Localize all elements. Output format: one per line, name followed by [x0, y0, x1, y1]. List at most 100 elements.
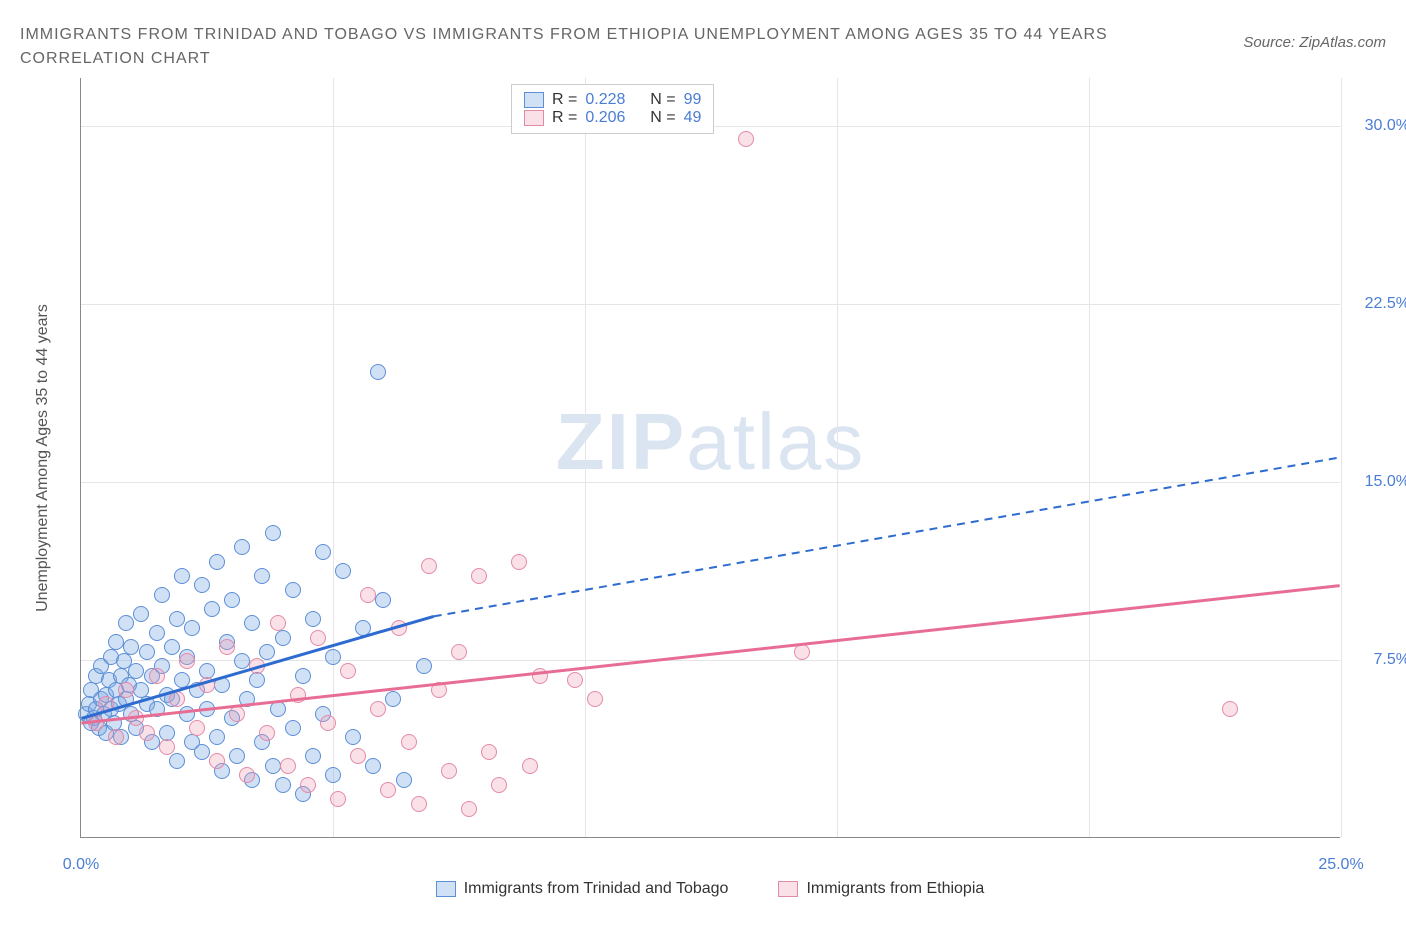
r-value-1: 0.228 — [585, 91, 625, 109]
data-point-series1 — [365, 758, 381, 774]
data-point-series1 — [345, 729, 361, 745]
gridline-v — [837, 78, 838, 837]
data-point-series2 — [290, 687, 306, 703]
gridline-v — [1341, 78, 1342, 837]
source-prefix: Source: — [1243, 34, 1299, 51]
series-2-name: Immigrants from Ethiopia — [806, 880, 984, 898]
correlation-scatter-chart: Unemployment Among Ages 35 to 44 years Z… — [20, 78, 1386, 898]
y-axis-title: Unemployment Among Ages 35 to 44 years — [34, 304, 52, 612]
data-point-series2 — [219, 639, 235, 655]
legend-item-1: Immigrants from Trinidad and Tobago — [436, 880, 729, 898]
data-point-series2 — [1222, 701, 1238, 717]
data-point-series2 — [249, 658, 265, 674]
data-point-series1 — [254, 568, 270, 584]
watermark: ZIPatlas — [556, 396, 865, 488]
data-point-series2 — [259, 725, 275, 741]
data-point-series1 — [285, 720, 301, 736]
data-point-series2 — [360, 587, 376, 603]
r-label: R = — [552, 109, 577, 127]
data-point-series2 — [471, 568, 487, 584]
legend-bottom: Immigrants from Trinidad and Tobago Immi… — [80, 880, 1340, 898]
data-point-series2 — [587, 691, 603, 707]
data-point-series2 — [391, 620, 407, 636]
data-point-series1 — [224, 592, 240, 608]
data-point-series2 — [118, 682, 134, 698]
data-point-series2 — [794, 644, 810, 660]
data-point-series1 — [416, 658, 432, 674]
data-point-series1 — [199, 701, 215, 717]
data-point-series2 — [128, 710, 144, 726]
data-point-series1 — [335, 563, 351, 579]
legend-row-series1: R = 0.228 N = 99 — [524, 91, 701, 109]
data-point-series2 — [330, 791, 346, 807]
x-tick-label: 25.0% — [1318, 856, 1363, 874]
legend-item-2: Immigrants from Ethiopia — [778, 880, 984, 898]
data-point-series1 — [194, 577, 210, 593]
data-point-series2 — [310, 630, 326, 646]
y-tick-label: 7.5% — [1374, 651, 1406, 669]
data-point-series1 — [315, 544, 331, 560]
data-point-series2 — [280, 758, 296, 774]
data-point-series1 — [164, 639, 180, 655]
data-point-series2 — [491, 777, 507, 793]
data-point-series1 — [249, 672, 265, 688]
data-point-series1 — [270, 701, 286, 717]
plot-area: ZIPatlas R = 0.228 N = 99 R = 0.206 N = … — [80, 78, 1340, 838]
data-point-series1 — [259, 644, 275, 660]
data-point-series1 — [174, 672, 190, 688]
chart-title-block: IMMIGRANTS FROM TRINIDAD AND TOBAGO VS I… — [20, 26, 1386, 68]
y-tick-label: 15.0% — [1365, 473, 1406, 491]
data-point-series2 — [380, 782, 396, 798]
data-point-series1 — [149, 701, 165, 717]
data-point-series1 — [275, 630, 291, 646]
data-point-series1 — [174, 568, 190, 584]
x-tick-label: 0.0% — [63, 856, 99, 874]
data-point-series1 — [265, 525, 281, 541]
data-point-series1 — [295, 668, 311, 684]
watermark-light: atlas — [686, 397, 865, 486]
data-point-series2 — [441, 763, 457, 779]
data-point-series1 — [285, 582, 301, 598]
data-point-series2 — [401, 734, 417, 750]
data-point-series1 — [204, 601, 220, 617]
n-value-2: 49 — [684, 109, 702, 127]
data-point-series1 — [234, 539, 250, 555]
legend-row-series2: R = 0.206 N = 49 — [524, 109, 701, 127]
data-point-series2 — [179, 653, 195, 669]
watermark-bold: ZIP — [556, 397, 686, 486]
gridline-v — [1089, 78, 1090, 837]
data-point-series2 — [209, 753, 225, 769]
gridline-h — [81, 482, 1340, 483]
data-point-series1 — [325, 649, 341, 665]
legend-swatch-2 — [524, 110, 544, 126]
data-point-series1 — [370, 364, 386, 380]
data-point-series2 — [149, 668, 165, 684]
data-point-series1 — [154, 587, 170, 603]
data-point-series1 — [194, 744, 210, 760]
data-point-series1 — [305, 748, 321, 764]
data-point-series2 — [98, 696, 114, 712]
data-point-series2 — [522, 758, 538, 774]
source-link[interactable]: ZipAtlas.com — [1299, 34, 1386, 51]
data-point-series1 — [133, 606, 149, 622]
data-point-series1 — [108, 634, 124, 650]
data-point-series1 — [184, 620, 200, 636]
data-point-series2 — [451, 644, 467, 660]
n-label: N = — [650, 109, 675, 127]
gridline-v — [585, 78, 586, 837]
title-line-1: IMMIGRANTS FROM TRINIDAD AND TOBAGO VS I… — [20, 26, 1386, 44]
data-point-series1 — [214, 677, 230, 693]
title-line-2: CORRELATION CHART — [20, 50, 1386, 68]
data-point-series1 — [325, 767, 341, 783]
n-label: N = — [650, 91, 675, 109]
legend-swatch-2b — [778, 881, 798, 897]
data-point-series2 — [300, 777, 316, 793]
data-point-series1 — [265, 758, 281, 774]
data-point-series1 — [234, 653, 250, 669]
data-point-series2 — [431, 682, 447, 698]
data-point-series2 — [370, 701, 386, 717]
legend-swatch-1b — [436, 881, 456, 897]
legend-swatch-1 — [524, 92, 544, 108]
data-point-series2 — [421, 558, 437, 574]
data-point-series1 — [385, 691, 401, 707]
